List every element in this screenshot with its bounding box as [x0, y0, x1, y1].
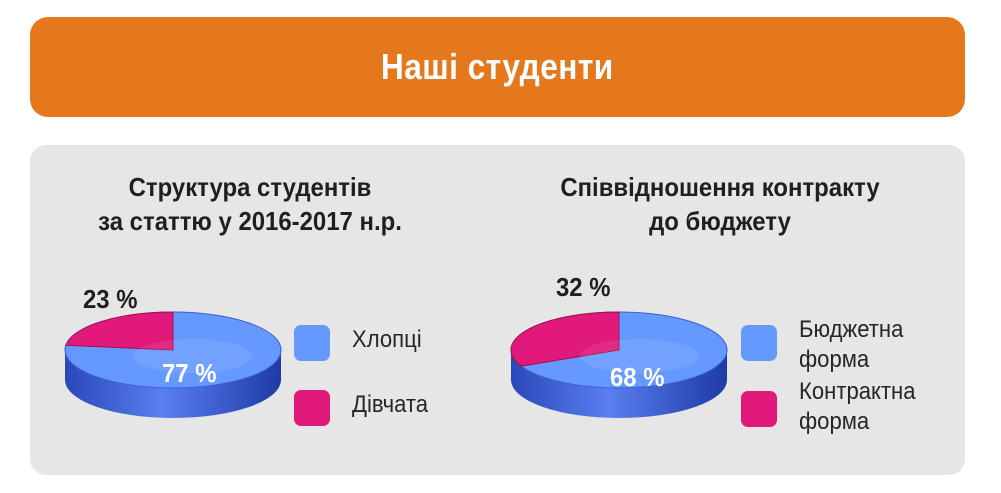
- chart1-title-line2: за статтю у 2016-2017 н.р.: [98, 206, 402, 236]
- chart2-legend-label-1: Бюджетна форма: [799, 316, 904, 373]
- chart1-title-line1: Структура студентів: [128, 172, 372, 202]
- chart1-legend-swatch-1: [294, 325, 330, 361]
- chart2-legend-swatch-2: [741, 391, 777, 427]
- chart2-legend-swatch-1: [741, 325, 777, 361]
- chart2-legend-label-2: Контрактна форма: [799, 378, 916, 435]
- chart1-highlight: [133, 338, 253, 374]
- chart1-slice-2: [65, 311, 174, 351]
- chart2-title-line2: до бюджету: [649, 206, 791, 236]
- chart1-legend-swatch-2: [294, 390, 330, 426]
- chart2-legend-item-2: Контрактна форма: [741, 377, 926, 437]
- chart1-pie: [64, 311, 282, 418]
- chart1-legend-label-2: Дівчата: [352, 391, 429, 418]
- chart2-slice1-label: 68 %: [610, 362, 665, 392]
- chart1-legend-item-2: Дівчата: [294, 390, 435, 426]
- chart1-legend-item-1: Хлопці: [294, 325, 428, 361]
- page-header: Наші студенти: [30, 17, 965, 117]
- chart2-title-line1: Співвідношення контракту: [560, 172, 880, 202]
- chart2-pie: [510, 311, 728, 418]
- chart1-side-wall: [65, 350, 281, 418]
- page-title: Наші студенти: [381, 46, 614, 87]
- chart2-highlight: [579, 338, 699, 374]
- chart1-title: Структура студентів за статтю у 2016-201…: [66, 170, 434, 238]
- chart1-slice2-label: 23 %: [83, 284, 138, 314]
- chart1-slice1-label: 77 %: [162, 358, 217, 388]
- chart2-slice-2: [510, 311, 620, 367]
- chart1-legend-label-1: Хлопці: [352, 326, 422, 353]
- chart2-legend-item-1: Бюджетна форма: [741, 315, 912, 375]
- chart2-title: Співвідношення контракту до бюджету: [536, 170, 904, 238]
- charts-panel: [30, 145, 965, 475]
- chart2-side-wall: [511, 350, 727, 418]
- chart2-slice2-label: 32 %: [556, 272, 611, 302]
